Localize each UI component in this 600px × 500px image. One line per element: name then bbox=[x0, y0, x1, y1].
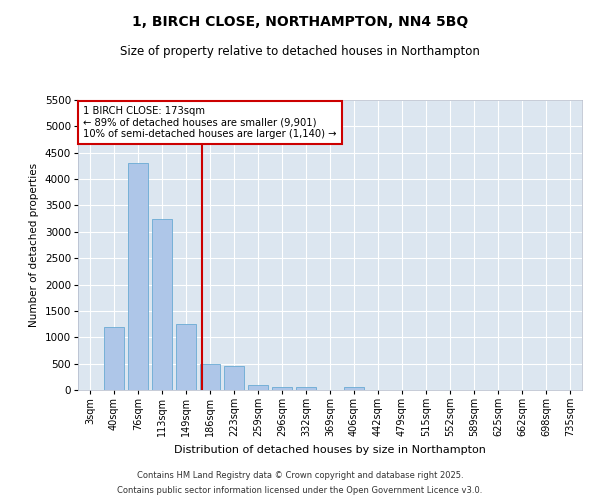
Text: 1, BIRCH CLOSE, NORTHAMPTON, NN4 5BQ: 1, BIRCH CLOSE, NORTHAMPTON, NN4 5BQ bbox=[132, 15, 468, 29]
Y-axis label: Number of detached properties: Number of detached properties bbox=[29, 163, 39, 327]
Bar bbox=[152, 218, 172, 390]
Text: Contains HM Land Registry data © Crown copyright and database right 2025.: Contains HM Land Registry data © Crown c… bbox=[137, 471, 463, 480]
Text: Size of property relative to detached houses in Northampton: Size of property relative to detached ho… bbox=[120, 45, 480, 58]
Bar bbox=[296, 388, 316, 390]
Text: 1 BIRCH CLOSE: 173sqm
← 89% of detached houses are smaller (9,901)
10% of semi-d: 1 BIRCH CLOSE: 173sqm ← 89% of detached … bbox=[83, 106, 337, 139]
Bar bbox=[272, 388, 292, 390]
Bar bbox=[200, 364, 220, 390]
Bar bbox=[104, 326, 124, 390]
Bar bbox=[176, 324, 196, 390]
Text: Contains public sector information licensed under the Open Government Licence v3: Contains public sector information licen… bbox=[118, 486, 482, 495]
Bar bbox=[344, 388, 364, 390]
X-axis label: Distribution of detached houses by size in Northampton: Distribution of detached houses by size … bbox=[174, 445, 486, 455]
Bar bbox=[248, 384, 268, 390]
Bar bbox=[224, 366, 244, 390]
Bar bbox=[128, 164, 148, 390]
